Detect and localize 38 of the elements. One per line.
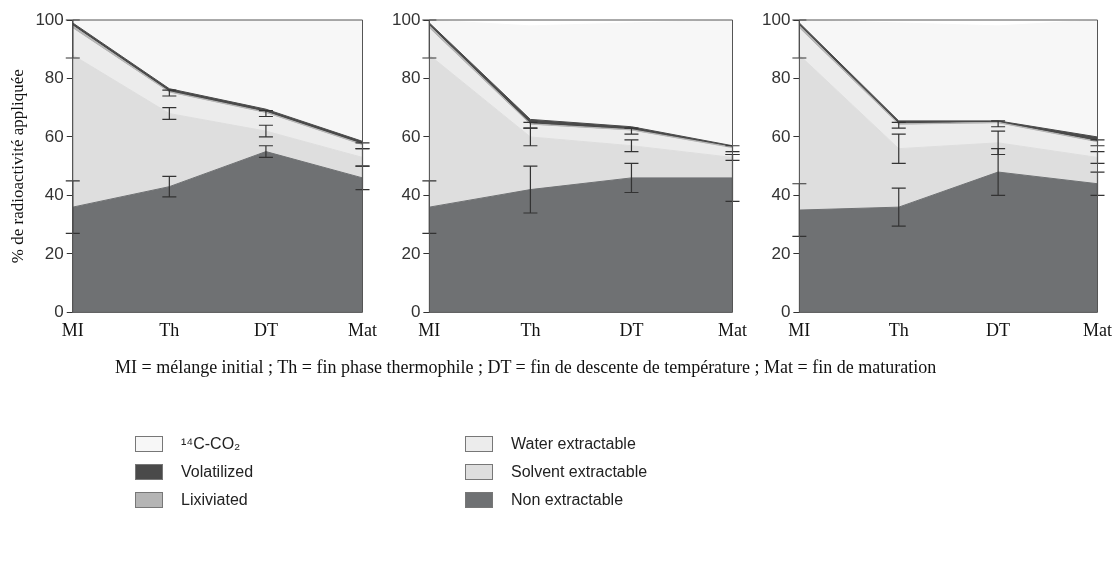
- x-tick-label: Mat: [718, 319, 747, 340]
- y-tick-label: 20: [771, 243, 791, 263]
- y-tick-label: 20: [44, 243, 64, 263]
- y-tick-label: 100: [761, 9, 791, 29]
- x-tick-label: MI: [788, 319, 811, 340]
- y-tick-label: 80: [44, 68, 64, 88]
- y-tick-label: 60: [401, 126, 421, 146]
- x-tick-label: Th: [888, 319, 909, 340]
- legend-label: Water extractable: [511, 435, 636, 453]
- y-tick-label: 40: [771, 185, 791, 205]
- x-tick-label: Th: [520, 319, 541, 340]
- y-tick-label: 60: [771, 126, 791, 146]
- y-tick-label: 100: [35, 9, 64, 29]
- y-tick-label: 0: [410, 302, 421, 322]
- y-tick-label: 80: [401, 68, 421, 88]
- x-tick-label: MI: [418, 319, 441, 340]
- x-tick-label: Mat: [1083, 319, 1112, 340]
- y-tick-label: 100: [391, 9, 421, 29]
- legend-label: Lixiviated: [181, 491, 248, 509]
- x-tick-label: MI: [61, 319, 84, 340]
- legend-label: ¹⁴C-CO₂: [181, 435, 241, 453]
- x-tick-label: DT: [253, 319, 278, 340]
- x-tick-label: DT: [619, 319, 644, 340]
- x-tick-label: Th: [159, 319, 180, 340]
- legend-label: Solvent extractable: [511, 463, 648, 481]
- y-tick-label: 80: [771, 68, 791, 88]
- legend-label: Non extractable: [511, 491, 624, 509]
- text: MI = mélange initial ; Th = fin phase thermophile ; DT = fin de descente de température ; Mat = fin de maturation: [115, 356, 938, 379]
- x-tick-label: DT: [986, 319, 1011, 340]
- legend-label: Volatilized: [181, 463, 254, 481]
- y-tick-label: 60: [44, 126, 64, 146]
- y-tick-label: 40: [44, 185, 64, 205]
- y-tick-label: 40: [401, 185, 421, 205]
- x-tick-label: Mat: [348, 319, 377, 340]
- y-axis-title: % de radioactivité appliquée: [7, 69, 27, 264]
- y-tick-label: 0: [54, 302, 64, 322]
- y-tick-label: 0: [780, 302, 791, 322]
- y-tick-label: 20: [401, 243, 421, 263]
